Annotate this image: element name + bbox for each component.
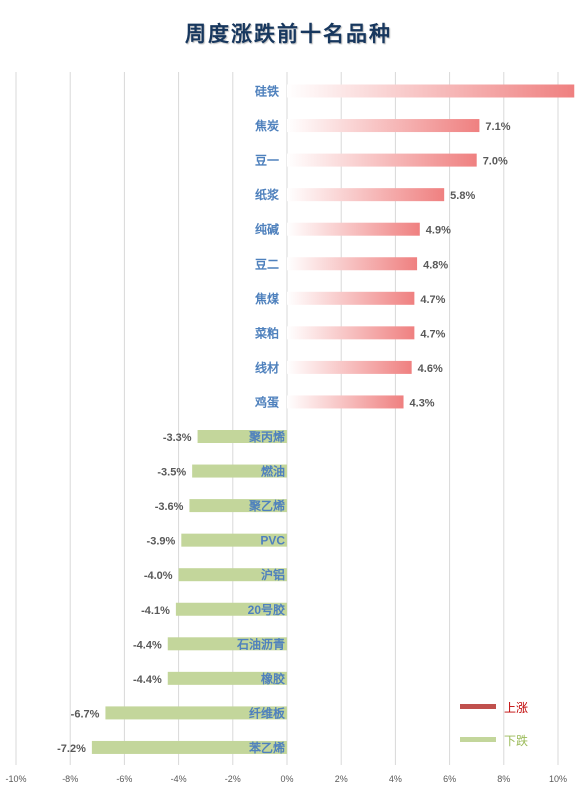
data-label: -3.6%	[155, 501, 184, 513]
category-label: 纯碱	[255, 222, 279, 237]
legend-swatch	[460, 704, 496, 709]
bar	[197, 430, 287, 443]
category-label: 纤维板	[249, 705, 286, 720]
x-axis-ticks: -10% -8% -6% -4% -2% 0% 2% 4% 6% 8% 10%	[5, 774, 567, 784]
category-label: 菜粕	[254, 325, 279, 340]
category-label: 硅铁	[255, 84, 279, 99]
bar	[189, 499, 287, 513]
data-label: 5.8%	[450, 190, 475, 202]
data-label: 4.8%	[423, 259, 448, 271]
category-label: 沪铝	[261, 567, 285, 582]
data-label: -4.0%	[144, 570, 173, 582]
bar	[287, 360, 412, 374]
x-tick-label: -4%	[171, 774, 187, 784]
category-label: 燃油	[261, 464, 285, 479]
x-tick-label: 4%	[389, 774, 402, 784]
category-label: 石油沥青	[236, 636, 285, 651]
data-label: 4.7%	[420, 294, 445, 306]
gridlines	[15, 72, 559, 765]
bar	[167, 671, 287, 685]
bar	[192, 464, 287, 478]
category-label: 豆一	[255, 154, 279, 168]
x-tick-label: 8%	[497, 774, 510, 784]
x-tick-label: 0%	[280, 774, 293, 784]
category-label: 焦炭	[254, 118, 279, 133]
bar	[287, 119, 480, 133]
x-tick-label: -6%	[116, 774, 132, 784]
legend-label: 上涨	[504, 700, 528, 715]
bar	[287, 326, 415, 340]
bar	[175, 602, 287, 616]
category-label: 苯乙烯	[248, 740, 285, 755]
category-label: 20号胶	[248, 602, 285, 617]
category-label: 焦煤	[254, 291, 279, 306]
bar	[287, 153, 477, 167]
legend-swatch	[460, 737, 496, 742]
data-label: -7.2%	[57, 743, 86, 755]
x-tick-label: -8%	[62, 774, 78, 784]
data-label: 4.6%	[418, 363, 443, 375]
data-label: -3.3%	[163, 432, 192, 444]
category-label: 线材	[255, 360, 279, 375]
bar	[287, 84, 575, 98]
category-label: 聚乙烯	[248, 498, 285, 513]
bar	[91, 740, 287, 754]
bar	[105, 706, 288, 720]
data-label: 4.3%	[410, 397, 435, 409]
legend-label: 下跌	[504, 733, 528, 748]
bars	[91, 84, 575, 754]
category-label: 聚丙烯	[248, 429, 285, 444]
data-label: 7.1%	[485, 121, 510, 133]
x-tick-label: 6%	[443, 774, 456, 784]
data-label: -4.1%	[141, 605, 170, 617]
bar	[287, 188, 445, 202]
data-label: 7.0%	[483, 156, 508, 168]
category-label: 豆二	[255, 257, 279, 271]
data-label: -3.9%	[147, 536, 176, 548]
data-label: 4.9%	[426, 225, 451, 237]
category-label: 橡胶	[261, 671, 285, 686]
bar	[287, 291, 415, 305]
x-tick-label: 10%	[549, 774, 567, 784]
data-label: -6.7%	[71, 708, 100, 720]
category-label: 纸浆	[255, 187, 280, 202]
x-tick-label: -10%	[5, 774, 26, 784]
data-label: -3.5%	[157, 467, 186, 479]
bar	[167, 637, 287, 651]
bar	[287, 222, 420, 236]
data-label: -4.4%	[133, 639, 162, 651]
data-label: 4.7%	[420, 328, 445, 340]
chart-title: 周度涨跌前十名品种	[185, 21, 392, 46]
bar	[287, 395, 404, 409]
x-tick-label: 2%	[335, 774, 348, 784]
category-label: 鸡蛋	[254, 394, 279, 409]
x-tick-label: -2%	[225, 774, 241, 784]
category-label: PVC	[260, 534, 285, 548]
labels: 硅铁10.6%焦炭7.1%豆一7.0%纸浆5.8%纯碱4.9%豆二4.8%焦煤4…	[57, 84, 511, 755]
data-label: -4.4%	[133, 674, 162, 686]
bar	[181, 533, 287, 547]
bar	[178, 568, 287, 582]
bar	[287, 257, 418, 271]
